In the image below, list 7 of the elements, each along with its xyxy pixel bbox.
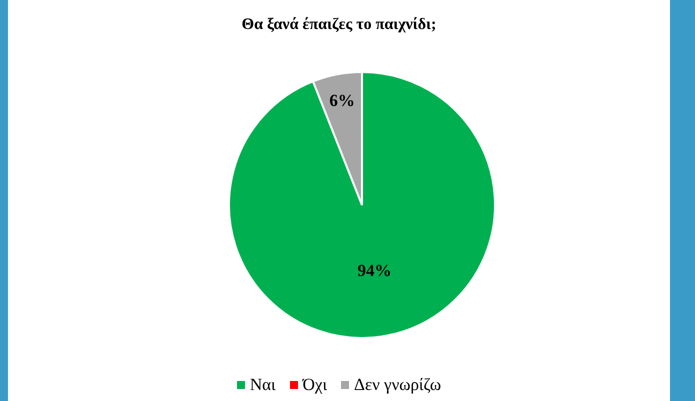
- legend-label: Δεν γνωρίζω: [354, 375, 442, 395]
- data-label: 6%: [329, 90, 355, 110]
- pie-slice: [228, 71, 496, 339]
- chart-title: Θα ξανά έπαιζες το παιχνίδι;: [240, 16, 438, 34]
- data-label: 94%: [357, 260, 392, 280]
- legend-label: Ναι: [250, 375, 276, 395]
- legend-label: Όχι: [302, 375, 328, 395]
